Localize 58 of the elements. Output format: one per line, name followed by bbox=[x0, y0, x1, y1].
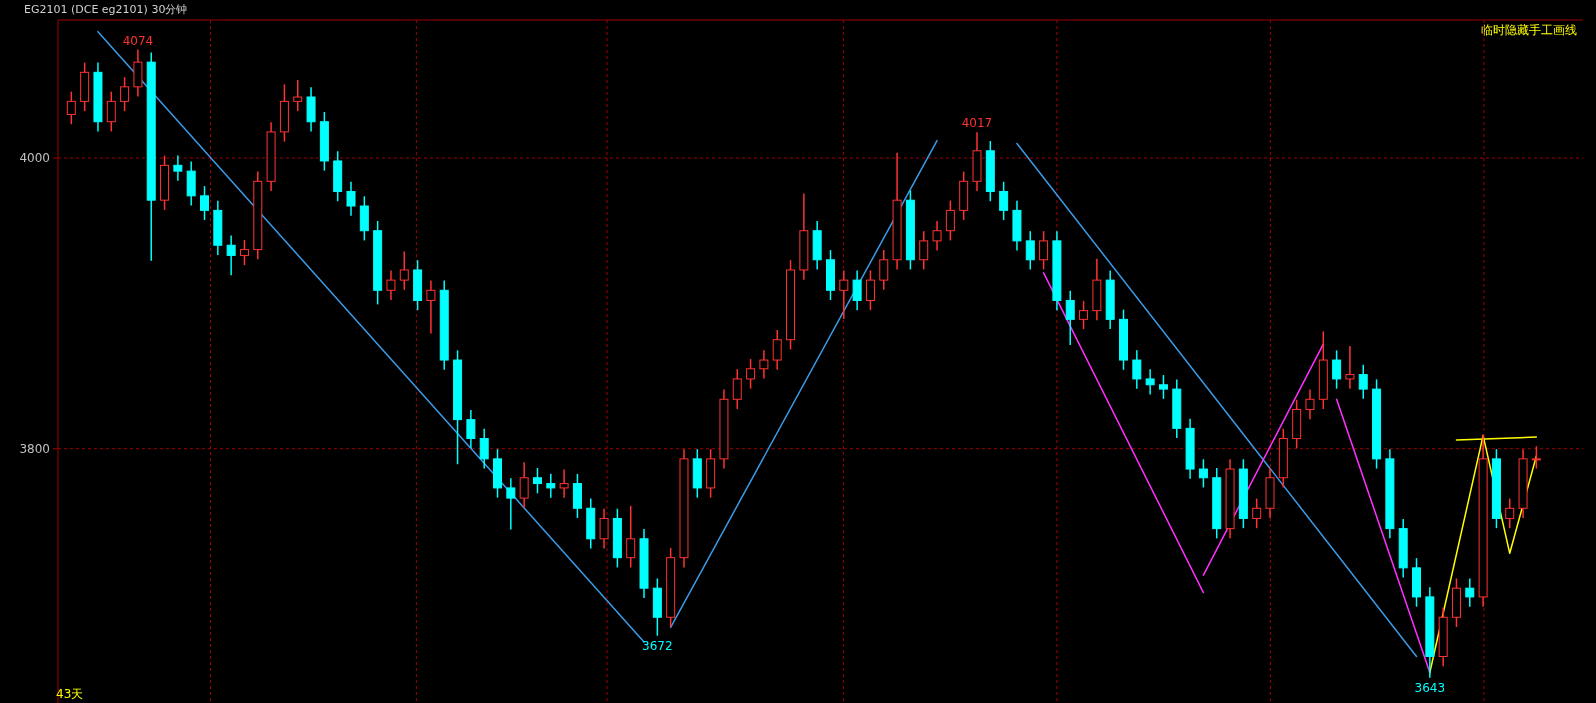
candlestick bbox=[759, 349, 769, 380]
candlestick bbox=[173, 154, 183, 182]
candlestick bbox=[852, 269, 862, 311]
candlestick bbox=[1198, 458, 1208, 489]
candlestick bbox=[426, 279, 436, 335]
chart-title: EG2101 (DCE eg2101) 30分钟 bbox=[24, 3, 188, 16]
candlestick bbox=[732, 368, 742, 410]
annotation: 43天 bbox=[56, 687, 84, 701]
annotation: 3643 bbox=[1414, 680, 1446, 695]
candlestick bbox=[1145, 368, 1155, 396]
candlestick bbox=[106, 90, 116, 133]
candlestick bbox=[999, 181, 1009, 221]
candlestick bbox=[1505, 497, 1515, 529]
annotation: 4017 bbox=[961, 116, 993, 131]
candlestick bbox=[865, 269, 875, 311]
candlestick bbox=[1158, 374, 1168, 400]
candlestick bbox=[1465, 577, 1475, 608]
candlestick bbox=[66, 90, 76, 125]
candlestick bbox=[1065, 290, 1075, 346]
candlestick bbox=[239, 239, 249, 266]
candlestick bbox=[386, 269, 396, 301]
chart-subtitle: 临时隐藏手工画线 bbox=[1481, 23, 1577, 37]
candlestick bbox=[1345, 345, 1355, 390]
candlestick bbox=[226, 234, 236, 277]
candlestick bbox=[919, 230, 929, 271]
candlestick bbox=[1252, 497, 1262, 529]
annotation: 4074 bbox=[122, 33, 154, 48]
candlestick bbox=[945, 199, 955, 242]
y-tick-label: 4000 bbox=[19, 151, 50, 166]
candlestick bbox=[479, 428, 489, 470]
y-tick-label: 3800 bbox=[19, 441, 50, 456]
candlestick bbox=[506, 477, 516, 531]
candlestick bbox=[293, 79, 303, 112]
candlestick bbox=[399, 250, 409, 291]
candlestick bbox=[559, 468, 569, 499]
candlestick bbox=[1305, 388, 1315, 420]
candlestick bbox=[1039, 230, 1049, 271]
candlestick bbox=[1079, 300, 1089, 330]
candlestick bbox=[466, 409, 476, 449]
annotation: 3672 bbox=[642, 638, 673, 653]
candlestick bbox=[839, 269, 849, 320]
candlestick bbox=[120, 76, 130, 112]
candlestick bbox=[1531, 445, 1541, 470]
candlestick bbox=[1132, 349, 1142, 390]
candlestick bbox=[546, 473, 556, 499]
candlestick bbox=[1025, 230, 1035, 271]
candlestick bbox=[346, 181, 356, 217]
candlestick bbox=[599, 507, 609, 550]
candlestick bbox=[746, 358, 756, 390]
candlestick bbox=[519, 461, 529, 509]
candlestick bbox=[532, 467, 542, 495]
candlestick bbox=[1358, 364, 1368, 400]
candlestick bbox=[626, 505, 636, 569]
candlestick bbox=[932, 220, 942, 252]
candlestick bbox=[1332, 349, 1342, 390]
candlestick bbox=[879, 249, 889, 291]
candlestick bbox=[772, 329, 782, 371]
candlestick bbox=[200, 185, 209, 221]
